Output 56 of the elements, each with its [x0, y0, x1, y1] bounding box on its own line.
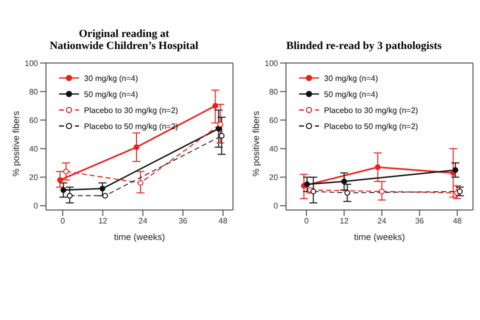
x-axis-title: time (weeks) — [114, 232, 166, 242]
x-tick-label: 36 — [178, 216, 188, 226]
x-tick-label: 12 — [98, 216, 108, 226]
legend-label: 50 mg/kg (n=4) — [84, 90, 138, 98]
legend-label: 50 mg/kg (n=4) — [324, 90, 378, 98]
legend-label: Placebo to 30 mg/kg (n=2) — [84, 106, 178, 114]
point — [217, 121, 224, 128]
y-tick-label: 100 — [264, 58, 279, 68]
legend-label: 30 mg/kg (n=4) — [84, 74, 138, 82]
x-tick-label: 36 — [415, 216, 425, 226]
point — [134, 144, 140, 150]
point — [304, 181, 310, 188]
point — [57, 177, 63, 183]
point — [102, 192, 108, 199]
y-tick-label: 80 — [29, 87, 39, 96]
point — [216, 126, 222, 132]
point — [341, 178, 348, 184]
point — [66, 192, 73, 199]
x-axis-title: time (weeks) — [354, 232, 406, 242]
chart-title: Original reading at Nationwide Children’s Hospital — [48, 27, 200, 54]
y-tick-label: 20 — [269, 173, 279, 182]
y-tick-label: 20 — [29, 173, 39, 182]
y-tick-label: 0 — [274, 202, 279, 211]
point — [452, 167, 458, 173]
y-tick-label: 60 — [269, 116, 279, 125]
y-tick-label: 100 — [24, 58, 39, 68]
chart-title: Blinded re-read by 3 pathologists — [285, 39, 443, 54]
y-tick-label: 40 — [29, 144, 39, 154]
point — [212, 102, 218, 109]
x-tick-label: 48 — [452, 216, 462, 226]
point — [378, 188, 385, 194]
x-tick-label: 24 — [377, 216, 387, 226]
y-tick-label: 40 — [269, 144, 279, 154]
point — [138, 180, 144, 186]
y-axis-title: % positive fibers — [11, 110, 22, 176]
x-tick-label: 0 — [60, 216, 66, 226]
point — [344, 190, 350, 196]
y-axis-title: % positive fibers — [251, 110, 262, 176]
x-tick-label: 0 — [304, 216, 310, 226]
x-tick-label: 24 — [138, 216, 148, 226]
point — [456, 188, 463, 194]
x-tick-label: 48 — [218, 216, 228, 226]
point — [63, 168, 69, 174]
point — [100, 186, 106, 192]
point — [60, 187, 66, 193]
legend-label: Placebo to 50 mg/kg (n=2) — [84, 122, 178, 130]
y-tick-label: 60 — [29, 116, 39, 125]
y-tick-label: 0 — [34, 202, 39, 211]
x-tick-label: 12 — [340, 216, 350, 226]
point — [218, 132, 225, 139]
legend-label: 30 mg/kg (n=4) — [324, 74, 378, 82]
point — [310, 188, 316, 194]
point — [374, 164, 381, 170]
legend-label: Placebo to 50 mg/kg (n=2) — [324, 122, 418, 130]
legend-label: Placebo to 30 mg/kg (n=2) — [324, 106, 418, 114]
y-tick-label: 80 — [269, 87, 279, 96]
